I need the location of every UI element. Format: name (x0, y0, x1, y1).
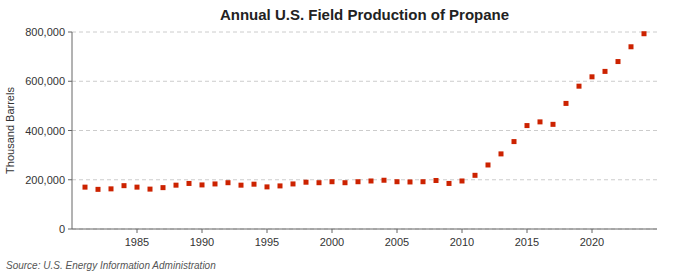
point (356, 179, 361, 184)
point (421, 179, 426, 184)
chart-svg: Annual U.S. Field Production of Propane 0… (0, 0, 675, 275)
point (213, 181, 218, 186)
grid-line (72, 229, 657, 230)
tick-label: 800,000 (25, 26, 65, 38)
tick-label: 1985 (125, 236, 149, 248)
tick-mark (462, 229, 463, 233)
point (538, 119, 543, 124)
tick-mark (397, 229, 398, 233)
point (187, 181, 192, 186)
point (317, 180, 322, 185)
point (447, 181, 452, 186)
point (200, 182, 205, 187)
point (460, 178, 465, 183)
tick-mark (527, 229, 528, 233)
point (161, 185, 166, 190)
grid-line (72, 130, 657, 131)
point (96, 187, 101, 192)
source-note: Source: U.S. Energy Information Administ… (6, 260, 216, 271)
tick-mark (68, 179, 72, 180)
points (83, 31, 647, 192)
point (304, 180, 309, 185)
tick-mark (267, 229, 268, 233)
point (395, 179, 400, 184)
tick-mark (332, 229, 333, 233)
point (473, 173, 478, 178)
tick-label: 200,000 (25, 174, 65, 186)
tick-label: 2010 (450, 236, 474, 248)
point (629, 44, 634, 49)
point (122, 183, 127, 188)
grid-line (72, 32, 657, 33)
tick-label: 400,000 (25, 125, 65, 137)
point (174, 183, 179, 188)
title: Annual U.S. Field Production of Propane (220, 6, 509, 23)
tick-label: 600,000 (25, 75, 65, 87)
point (83, 185, 88, 190)
point (564, 101, 569, 106)
tick-label: 2005 (385, 236, 409, 248)
point (603, 69, 608, 74)
y-grid (72, 32, 657, 229)
point (382, 178, 387, 183)
tick-label: 2020 (580, 236, 604, 248)
x-axis-line (72, 229, 657, 230)
y-axis-label: Thousand Barrels (4, 87, 16, 174)
grid-line (72, 81, 657, 82)
x-ticks: 1985 1990 1995 2000 2005 2010 2015 2020 (125, 229, 604, 248)
tick-mark (592, 229, 593, 233)
point (551, 122, 556, 127)
tick-mark (68, 81, 72, 82)
point (265, 184, 270, 189)
point (291, 181, 296, 186)
point (226, 180, 231, 185)
point (148, 187, 153, 192)
point (369, 178, 374, 183)
chart-container: Annual U.S. Field Production of Propane 0… (0, 0, 675, 275)
point (408, 179, 413, 184)
point (642, 31, 647, 36)
point (590, 74, 595, 79)
point (109, 186, 114, 191)
y-axis-line (72, 32, 73, 229)
point (499, 151, 504, 156)
tick-mark (68, 229, 72, 230)
point (512, 139, 517, 144)
point (343, 180, 348, 185)
tick-mark (68, 32, 72, 33)
tick-label: 1995 (255, 236, 279, 248)
point (278, 183, 283, 188)
y-ticks: 0 200,000 400,000 600,000 800,000 (25, 26, 72, 235)
point (486, 162, 491, 167)
point (330, 179, 335, 184)
point (434, 178, 439, 183)
tick-label: 0 (59, 223, 65, 235)
tick-mark (68, 130, 72, 131)
point (577, 84, 582, 89)
tick-label: 2015 (515, 236, 539, 248)
point (135, 185, 140, 190)
point (239, 183, 244, 188)
tick-mark (202, 229, 203, 233)
tick-label: 1990 (190, 236, 214, 248)
point (525, 123, 530, 128)
tick-label: 2000 (320, 236, 344, 248)
point (616, 59, 621, 64)
grid-line (72, 179, 657, 180)
tick-mark (137, 229, 138, 233)
point (252, 182, 257, 187)
